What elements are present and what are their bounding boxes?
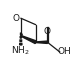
Text: O: O xyxy=(13,14,20,23)
Polygon shape xyxy=(36,41,47,43)
Polygon shape xyxy=(20,40,22,42)
Text: OH: OH xyxy=(58,48,72,56)
Polygon shape xyxy=(20,33,21,35)
Text: O: O xyxy=(44,27,51,36)
Text: NH$_2$: NH$_2$ xyxy=(11,44,30,57)
Polygon shape xyxy=(20,43,22,45)
Polygon shape xyxy=(20,37,21,38)
Polygon shape xyxy=(21,35,36,44)
